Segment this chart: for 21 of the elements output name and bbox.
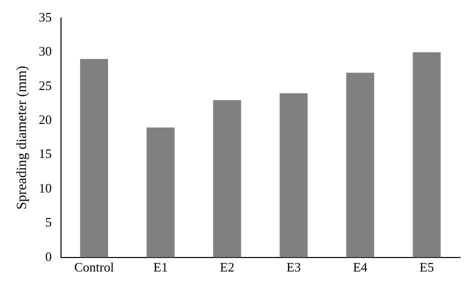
x-tick-label: E4 (352, 260, 368, 275)
x-tick-label: E1 (153, 260, 168, 275)
y-tick-label: 35 (38, 9, 52, 24)
bar (213, 100, 242, 258)
y-axis-title: Spreading diameter (mm) (15, 65, 30, 210)
x-tick-label: E3 (286, 260, 301, 275)
bar (346, 72, 374, 258)
y-tick-label: 25 (38, 78, 52, 93)
x-tick-label: Control (74, 260, 114, 275)
bar (412, 52, 441, 258)
y-tick-label: 15 (38, 146, 52, 162)
bar (146, 127, 175, 258)
y-tick-label: 0 (45, 248, 52, 264)
bar (280, 93, 308, 258)
x-tick-label: E2 (220, 260, 234, 275)
bar (80, 59, 108, 258)
x-tick-label: E5 (420, 260, 434, 275)
y-tick-label: 10 (38, 180, 52, 196)
y-tick-label: 20 (38, 112, 52, 128)
y-tick-label: 30 (38, 44, 52, 59)
y-tick-label: 5 (45, 214, 52, 230)
